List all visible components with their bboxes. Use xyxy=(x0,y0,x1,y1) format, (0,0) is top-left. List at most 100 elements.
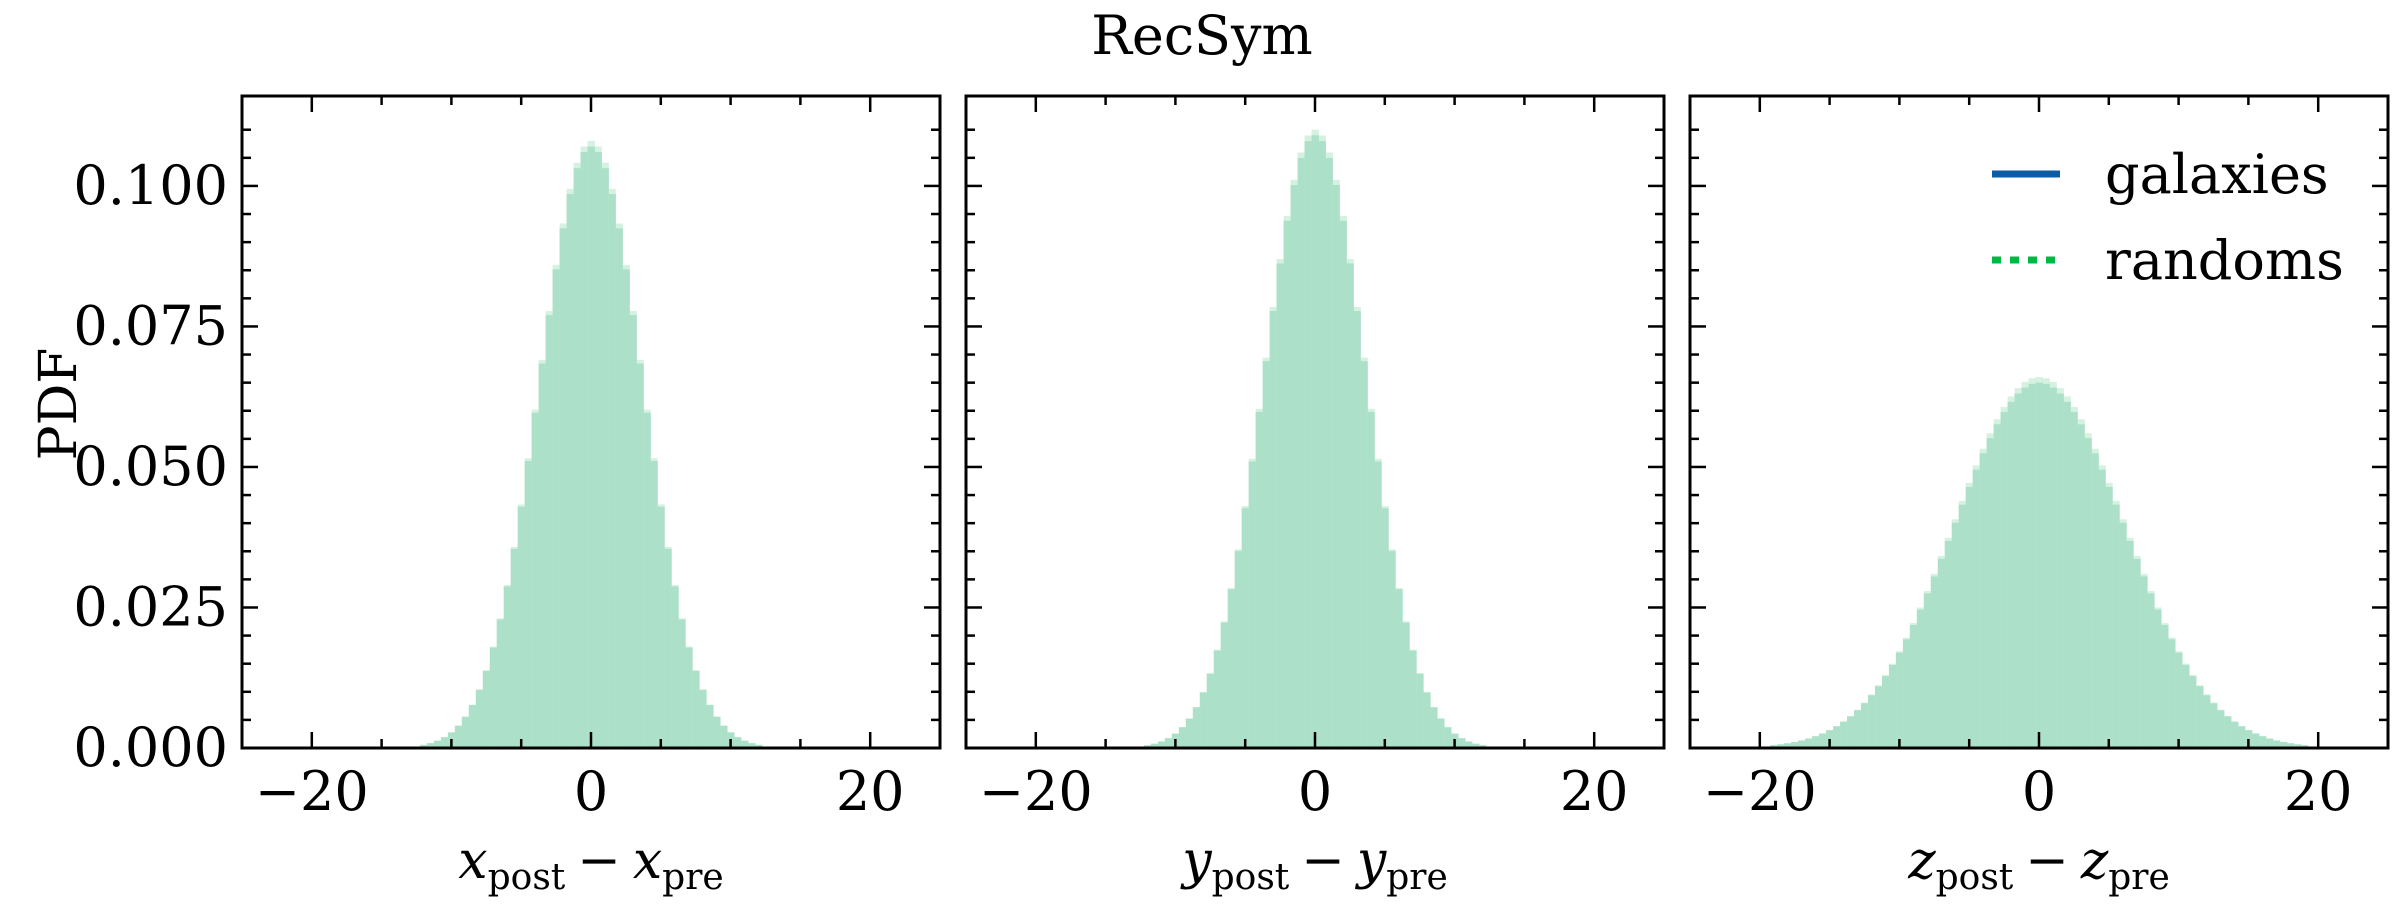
hist-bar-randoms xyxy=(1854,709,1862,748)
y-tick-label: 0.050 xyxy=(73,435,228,498)
x-tick-label: −20 xyxy=(979,760,1093,823)
hist-bar-randoms xyxy=(2182,663,2190,748)
hist-bar-randoms xyxy=(2168,637,2176,748)
hist-bar-randoms xyxy=(1276,259,1284,748)
hist-bar-randoms xyxy=(2140,573,2148,748)
hist-bar-randoms xyxy=(1262,357,1271,748)
hist-bar-randoms xyxy=(2293,744,2302,748)
hist-bar-randoms xyxy=(2126,537,2134,748)
hist-bar-randoms xyxy=(1416,673,1424,748)
hist-bar-randoms xyxy=(706,704,714,748)
hist-bar-randoms xyxy=(489,646,498,748)
hist-bar-randoms xyxy=(2119,519,2127,748)
x-tick-label: 20 xyxy=(2284,760,2353,823)
hist-bar-randoms xyxy=(1902,637,1911,748)
legend-label-galaxies: galaxies xyxy=(2105,143,2329,206)
hist-bar-randoms xyxy=(1888,663,1897,748)
ticks-y xyxy=(966,96,1664,748)
hist-bar-randoms xyxy=(2265,738,2274,748)
hist-bar-randoms xyxy=(566,188,574,749)
hist-bar-randoms xyxy=(1867,694,1876,748)
hist-bar-randoms xyxy=(2230,721,2239,748)
hist-bar-randoms xyxy=(1930,573,1939,748)
hist-bar-randoms xyxy=(2175,651,2183,748)
hist-bar-randoms xyxy=(1833,726,1841,748)
hist-bar-randoms xyxy=(1192,706,1201,748)
x-tick-label: 0 xyxy=(574,760,608,823)
hist-bar-randoms xyxy=(699,689,707,748)
hist-bar-randoms xyxy=(2244,729,2253,748)
hist-bar-randoms xyxy=(629,311,637,748)
hist-bar-randoms xyxy=(2203,694,2211,748)
hist-bar-randoms xyxy=(1909,623,1918,748)
hist-bar-randoms xyxy=(664,546,672,748)
hist-bar-randoms xyxy=(1423,692,1431,748)
hist-bar-randoms xyxy=(1993,419,2002,748)
y-tick-label: 0.100 xyxy=(73,154,228,217)
hist-bar-randoms xyxy=(2000,406,2008,748)
hist-bar-randoms xyxy=(1472,743,1480,748)
hist-bar-randoms xyxy=(1304,135,1312,748)
hist-bar-randoms xyxy=(1979,448,1988,748)
xtick-labels-z: −20 0 20 xyxy=(1703,760,2353,823)
hist-bar-randoms xyxy=(1346,259,1354,748)
hist-bar-randoms xyxy=(2077,419,2085,748)
histogram-x xyxy=(419,140,763,749)
hist-bar-randoms xyxy=(755,744,763,748)
ytick-labels: 0.000 0.025 0.050 0.075 0.100 xyxy=(73,154,228,779)
hist-bar-randoms xyxy=(552,264,560,748)
hist-bar-randoms xyxy=(1937,555,1946,748)
hist-bar-randoms xyxy=(1325,152,1333,748)
hist-bar-randoms xyxy=(601,162,609,749)
hist-bar-randoms xyxy=(517,504,526,748)
x-axis-label-y: ypost − ypre xyxy=(1180,831,1448,898)
hist-bar-randoms xyxy=(1458,738,1466,748)
hist-bar-randoms xyxy=(2049,381,2057,748)
hist-bar-randoms xyxy=(1958,500,1967,748)
hist-bar-randoms xyxy=(1986,433,1995,748)
hist-bar-randoms xyxy=(1381,506,1389,748)
hist-bar-randoms xyxy=(1290,179,1298,749)
hist-bar-randoms xyxy=(650,458,658,748)
hist-bar-randoms xyxy=(2091,448,2099,748)
hist-bar-randoms xyxy=(713,716,721,748)
hist-bar-randoms xyxy=(2042,378,2050,748)
hist-bar-randoms xyxy=(1269,306,1278,748)
x-tick-label: 20 xyxy=(1560,760,1629,823)
legend-label-randoms: randoms xyxy=(2105,229,2344,292)
hist-bar-randoms xyxy=(2063,396,2071,748)
hist-bar-randoms xyxy=(2028,378,2036,748)
hist-bar-randoms xyxy=(1944,537,1953,748)
hist-bar-randoms xyxy=(573,162,581,749)
hist-bar-randoms xyxy=(615,223,623,749)
y-tick-label: 0.025 xyxy=(73,575,228,638)
hist-bar-randoms xyxy=(426,743,435,748)
hist-bar-randoms xyxy=(1213,649,1222,748)
hist-bar-randoms xyxy=(2258,736,2267,748)
hist-bar-randoms xyxy=(1353,306,1361,748)
hist-bar-randoms xyxy=(1297,152,1305,748)
hist-bar-randoms xyxy=(1874,685,1883,748)
hist-bar-randoms xyxy=(454,725,463,748)
xtick-labels-x: −20 0 20 xyxy=(255,760,905,823)
hist-bar-randoms xyxy=(1847,715,1855,748)
hist-bar-randoms xyxy=(1951,519,1960,748)
hist-bar-randoms xyxy=(594,146,602,749)
hist-bar-randoms xyxy=(510,546,519,748)
hist-bar-randoms xyxy=(1784,743,1792,748)
hist-bar-randoms xyxy=(1157,741,1166,748)
y-tick-label: 0.000 xyxy=(73,716,228,779)
hist-bar-randoms xyxy=(1840,721,1848,748)
hist-bar-randoms xyxy=(2056,388,2064,748)
hist-bar-randoms xyxy=(2223,715,2232,748)
hist-bar-randoms xyxy=(2154,607,2162,748)
hist-bar-randoms xyxy=(1972,465,1981,748)
hist-bar-randoms xyxy=(468,704,477,748)
hist-bar-randoms xyxy=(1150,743,1159,748)
hist-bar-randoms xyxy=(1430,706,1438,748)
x-tick-label: 20 xyxy=(836,760,905,823)
hist-bar-randoms xyxy=(2237,726,2246,748)
hist-bar-randoms xyxy=(559,223,567,749)
hist-bar-randoms xyxy=(1798,740,1806,748)
hist-bar-randoms xyxy=(1409,649,1417,748)
